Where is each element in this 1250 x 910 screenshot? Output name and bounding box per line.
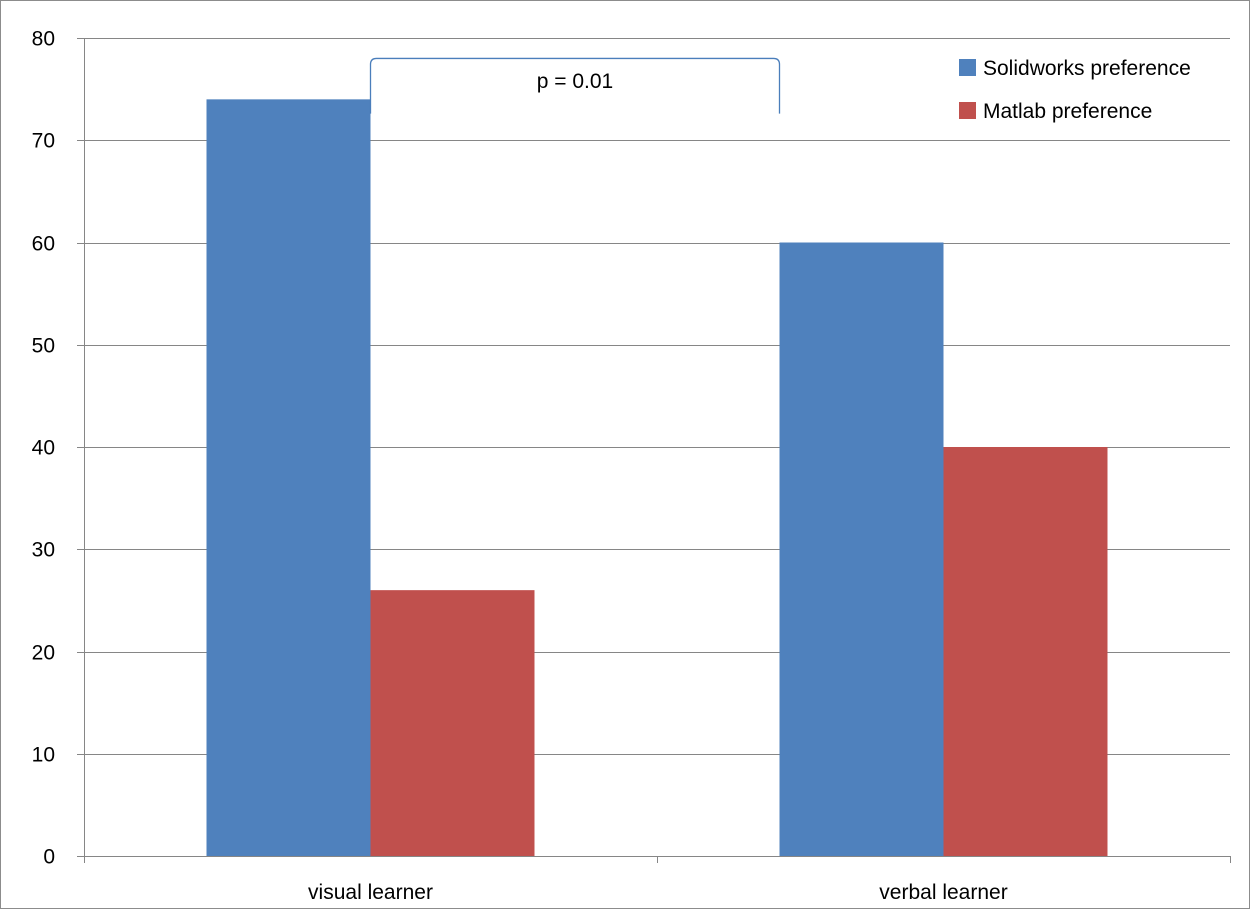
bars <box>206 99 1108 857</box>
legend-label: Solidworks preference <box>983 57 1191 80</box>
y-tick-label: 60 <box>32 233 55 256</box>
x-tick-label: visual learner <box>308 881 433 904</box>
bar <box>779 242 944 856</box>
y-tick-label: 10 <box>32 744 55 767</box>
legend-label: Matlab preference <box>983 100 1152 123</box>
bar <box>943 447 1108 856</box>
legend: Solidworks preference Matlab preference <box>959 57 1191 123</box>
bar <box>370 590 535 856</box>
significance-annotation: p = 0.01 <box>369 57 781 114</box>
x-tick-label: verbal learner <box>879 881 1007 904</box>
y-tick-label: 30 <box>32 539 55 562</box>
y-tick-label: 70 <box>32 130 55 153</box>
y-tick-label: 20 <box>32 642 55 665</box>
bar <box>206 99 371 857</box>
y-axis: 0 10 20 30 40 50 60 70 80 <box>32 28 85 869</box>
legend-swatch <box>959 59 976 76</box>
legend-swatch <box>959 102 976 119</box>
y-tick-label: 50 <box>32 335 55 358</box>
x-axis: visual learner verbal learner <box>84 856 1231 904</box>
y-tick-label: 40 <box>32 437 55 460</box>
significance-bracket <box>369 57 781 114</box>
y-tick-label: 0 <box>43 846 55 869</box>
significance-label: p = 0.01 <box>537 70 613 93</box>
y-tick-label: 80 <box>32 28 55 51</box>
